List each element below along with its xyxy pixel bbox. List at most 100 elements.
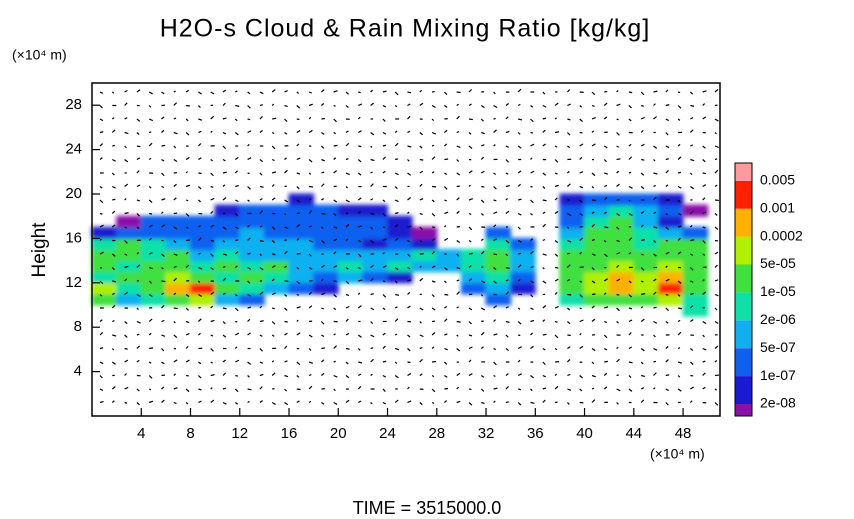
wind-vector [554, 266, 559, 269]
wind-vector [554, 278, 559, 282]
wind-vector [665, 251, 670, 255]
wind-vector [259, 185, 264, 188]
field-cell [337, 226, 364, 239]
wind-vector [480, 156, 485, 160]
wind-vector [616, 103, 621, 107]
wind-vector [124, 117, 128, 120]
wind-vector [591, 387, 595, 390]
wind-vector [419, 212, 423, 215]
wind-vector [124, 265, 129, 269]
wind-vector [395, 212, 399, 215]
field-cell [239, 249, 265, 262]
field-cell [411, 237, 438, 250]
wind-vector [468, 103, 472, 107]
wind-vector [517, 307, 521, 310]
wind-vector [702, 172, 707, 175]
wind-vector [358, 400, 362, 404]
wind-vector [296, 224, 301, 228]
wind-vector [271, 226, 276, 230]
wind-vector [185, 89, 190, 93]
wind-vector [505, 210, 510, 214]
wind-vector [111, 253, 116, 257]
wind-vector [554, 184, 559, 188]
wind-vector [345, 332, 350, 336]
field-cell [559, 271, 586, 284]
wind-vector [308, 198, 312, 201]
wind-vector [616, 278, 621, 282]
wind-vector [517, 279, 521, 282]
field-cell [608, 204, 635, 217]
field-cell [559, 204, 586, 217]
field-cell [214, 226, 241, 239]
wind-vector [689, 400, 693, 403]
wind-vector [124, 131, 129, 135]
wind-vector [579, 345, 584, 350]
wind-vector [714, 88, 719, 93]
wind-vector [690, 361, 694, 365]
field-cell [337, 215, 364, 228]
wind-vector [222, 307, 227, 310]
wind-vector [702, 103, 706, 106]
wind-vector [247, 105, 251, 109]
field-cell [657, 215, 684, 228]
wind-vector [690, 348, 694, 351]
wind-vector [321, 198, 325, 201]
wind-vector [517, 132, 521, 135]
wind-vector [505, 266, 510, 270]
footer: TIME = 3515000.0 [353, 498, 502, 518]
wind-vector [628, 171, 632, 174]
wind-vector [161, 91, 165, 95]
field-cell [239, 204, 265, 217]
wind-vector [259, 172, 263, 176]
wind-vector [628, 251, 632, 255]
wind-vector [616, 264, 620, 268]
wind-vector [247, 143, 250, 147]
field-cell [214, 293, 241, 306]
wind-vector [468, 212, 472, 215]
wind-vector [284, 401, 289, 406]
wind-vector [308, 253, 312, 257]
wind-vector [173, 277, 177, 282]
wind-vector [419, 158, 424, 161]
wind-vector [382, 170, 386, 174]
wind-vector [382, 294, 387, 298]
field-cell [116, 249, 142, 262]
wind-vector [173, 387, 178, 390]
wind-vector [111, 91, 115, 94]
wind-vector [333, 144, 338, 147]
wind-vector [394, 224, 399, 228]
wind-vector [530, 213, 533, 216]
wind-vector [197, 280, 201, 283]
wind-vector [149, 347, 154, 350]
wind-vector [222, 387, 227, 390]
wind-vector [197, 237, 202, 241]
wind-vector [665, 402, 669, 406]
x-tick-label: 28 [428, 425, 445, 442]
wind-vector [222, 334, 227, 338]
wind-vector [677, 319, 681, 323]
wind-vector [321, 131, 325, 135]
wind-vector [370, 145, 373, 148]
wind-vector [407, 225, 412, 228]
y-tick-label: 12 [65, 274, 82, 291]
wind-vector [677, 171, 682, 174]
wind-vector [284, 157, 287, 160]
wind-vector [148, 157, 152, 160]
field-cell [116, 293, 142, 306]
colorbar-cell [735, 163, 752, 181]
wind-vector [271, 145, 276, 150]
field-cell [165, 271, 192, 284]
wind-vector [653, 184, 656, 188]
field-cell [140, 249, 167, 262]
wind-vector [665, 374, 670, 377]
wind-vector [493, 186, 497, 190]
wind-vector [714, 320, 719, 325]
field-cell [116, 260, 142, 273]
wind-vector [677, 294, 681, 297]
field-cell [116, 271, 142, 284]
wind-vector [542, 333, 547, 336]
wind-vector [345, 91, 350, 95]
wind-vector [111, 386, 116, 390]
wind-vector [112, 292, 115, 296]
wind-vector [235, 226, 239, 230]
